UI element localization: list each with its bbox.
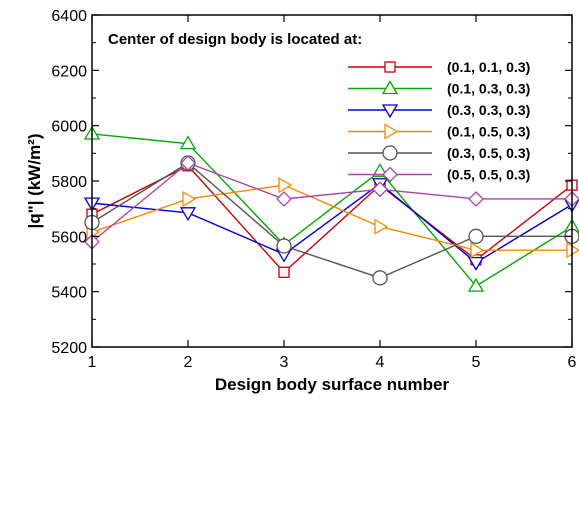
data-point-0-3-0-5-0-3 [276,238,292,254]
legend-marker-0-3-0-3-0-3 [381,104,399,119]
x-tick-label: 5 [472,354,481,371]
legend-marker-0-1-0-5-0-3 [384,123,399,140]
legend-marker-0-1-0-3-0-3 [381,80,399,95]
data-point-0-3-0-3-0-3 [179,207,197,222]
series-line-0-1-0-3-0-3 [91,133,573,288]
x-axis-ticks: 1 2 3 4 5 6 [88,15,577,371]
y-axis-label: |q"| (kW/m²) [25,133,44,228]
x-axis-label: Design body surface number [215,375,450,394]
legend-label: (0.1, 0.3, 0.3) [447,81,530,97]
data-point-0-5-0-5-0-3 [276,191,292,207]
data-point-0-5-0-5-0-3 [372,181,388,198]
series-line-0-1-0-5-0-3 [91,184,572,251]
data-point-0-3-0-3-0-3 [467,256,485,271]
data-point-0-1-0-5-0-3 [182,190,197,208]
series-line-0-3-0-3-0-3 [91,182,573,264]
data-point-0-5-0-5-0-3 [180,155,196,171]
y-tick-label: 5200 [51,340,87,357]
data-point-0-3-0-5-0-3 [468,228,484,244]
legend-label: (0.1, 0.1, 0.3) [447,59,530,75]
data-point-0-5-0-5-0-3 [468,191,484,207]
y-tick-label: 5400 [51,285,87,302]
y-axis-ticks: 5200 5400 5600 5800 6000 6200 6400 [51,8,572,357]
data-point-0-1-0-5-0-3 [470,242,485,259]
x-tick-label: 3 [280,354,289,371]
data-point-0-1-0-3-0-3 [179,135,197,150]
data-point-0-1-0-5-0-3 [374,218,389,235]
legend-label: (0.3, 0.5, 0.3) [447,145,530,161]
y-tick-label: 5800 [51,174,87,191]
y-tick-label: 6200 [51,63,87,80]
series-line-0-1-0-1-0-3 [91,164,573,274]
legend-marker-0-3-0-5-0-3 [382,145,398,161]
x-tick-label: 1 [88,354,97,371]
legend-title: Center of design body is located at: [108,31,362,48]
y-tick-label: 6400 [51,8,87,25]
legend-label: (0.1, 0.5, 0.3) [447,124,530,140]
series-line-0-3-0-5-0-3 [91,162,572,279]
legend-label: (0.5, 0.5, 0.3) [447,167,530,183]
data-point-0-3-0-5-0-3 [372,270,388,286]
data-point-0-1-0-5-0-3 [566,242,579,259]
x-tick-label: 4 [376,354,385,371]
y-tick-label: 6000 [51,119,87,136]
legend-marker-0-1-0-1-0-3 [384,61,396,73]
data-point-0-1-0-3-0-3 [467,277,485,292]
series-line-0-5-0-5-0-3 [91,162,572,243]
legend-marker-0-5-0-5-0-3 [382,166,398,183]
y-tick-label: 5600 [51,229,87,246]
plot-lines [91,133,573,288]
legend: Center of design body is located at: (0.… [108,31,530,183]
data-point-0-1-0-5-0-3 [278,177,293,194]
x-tick-label: 2 [184,354,193,371]
x-tick-label: 6 [568,354,577,371]
legend-label: (0.3, 0.3, 0.3) [447,102,530,118]
data-point-0-1-0-1-0-3 [278,266,290,278]
